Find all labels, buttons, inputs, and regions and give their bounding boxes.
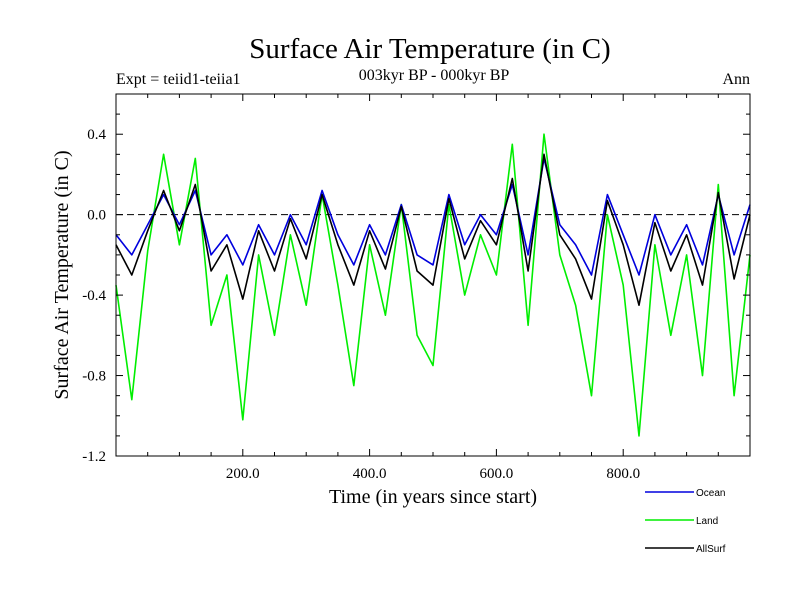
plot-frame [115,93,751,457]
y-tick-label: -0.4 [82,288,106,304]
chart-subtitle: 003kyr BP - 000kyr BP [359,67,510,84]
legend: Ocean Land AllSurf [645,488,726,555]
series-line-land [115,133,751,437]
x-tick-label: 800.0 [606,466,640,482]
experiment-label: Expt = teiid1-teiia1 [116,71,241,88]
y-tick-label: -1.2 [82,449,106,465]
series-line-allsurf [115,153,751,307]
plot-area [115,133,751,437]
y-tick-label: 0.4 [87,127,106,143]
y-tick-label: -0.8 [82,369,106,385]
axes: 200.0 400.0 600.0 800.0 -1.2 -0.8 -0.4 0.0 0.4 [82,93,750,482]
x-axis-label: Time (in years since start) [329,486,537,508]
legend-label-allsurf: AllSurf [696,544,726,555]
series-line-ocean [115,157,751,276]
y-axis-label: Surface Air Temperature (in C) [51,150,73,399]
legend-label-ocean: Ocean [696,488,725,499]
x-tick-label: 200.0 [226,466,260,482]
legend-label-land: Land [696,516,718,527]
x-tick-label: 400.0 [353,466,387,482]
chart-title: Surface Air Temperature (in C) [249,33,610,65]
y-tick-label: 0.0 [87,208,106,224]
x-tick-label: 600.0 [480,466,514,482]
season-label: Ann [722,71,750,88]
